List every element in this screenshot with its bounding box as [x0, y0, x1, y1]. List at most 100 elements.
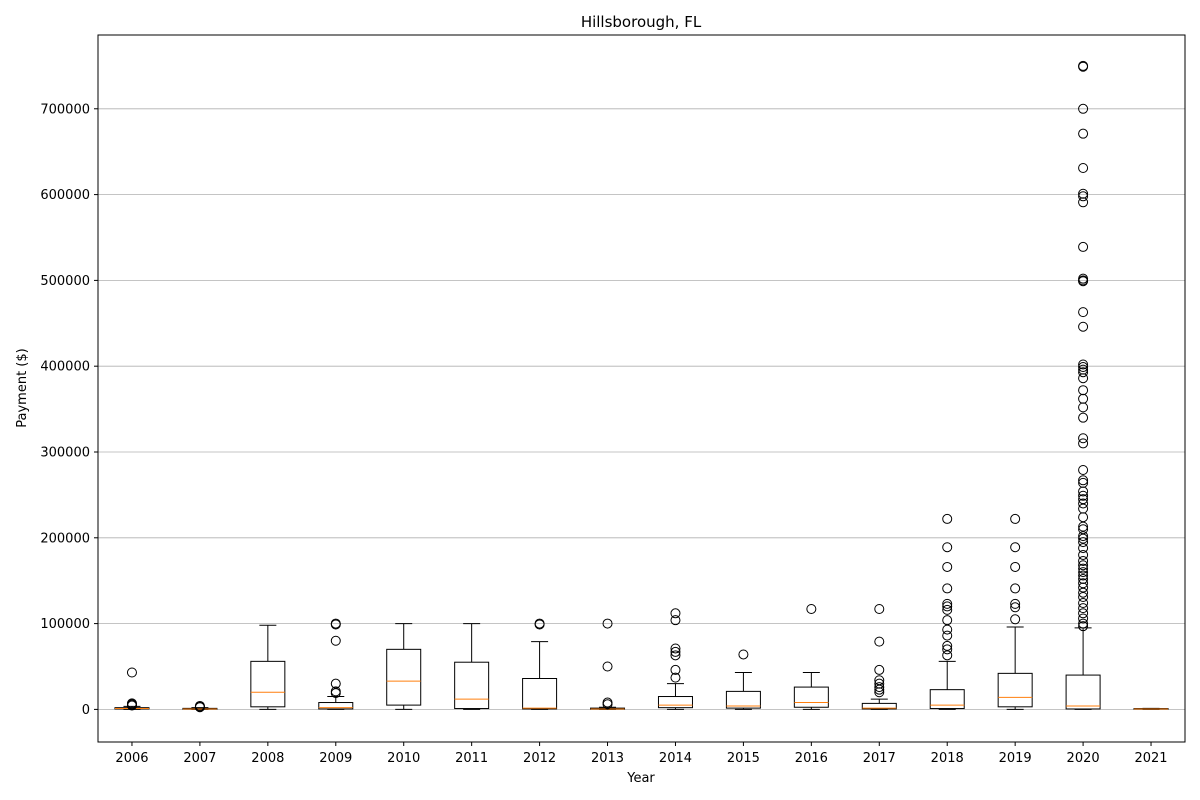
outlier-point	[1078, 241, 1089, 252]
x-tick-label: 2013	[591, 751, 624, 766]
outlier-point	[942, 542, 953, 553]
box-2009	[318, 618, 354, 710]
outlier-point	[874, 687, 885, 698]
iqr-box	[997, 672, 1033, 708]
iqr-box	[522, 678, 558, 710]
iqr-box	[725, 690, 761, 709]
iqr-box	[861, 702, 897, 710]
outlier-point	[1078, 512, 1089, 523]
iqr-box	[929, 689, 965, 710]
outlier-point	[942, 601, 953, 612]
iqr-box	[1065, 674, 1101, 710]
box-2007	[182, 700, 218, 713]
outlier-point	[942, 583, 953, 594]
outlier-point	[1078, 465, 1089, 476]
outlier-point	[1078, 367, 1089, 378]
outlier-point	[534, 619, 545, 630]
outlier-point	[1078, 103, 1089, 114]
box-2013	[590, 618, 626, 710]
outlier-point	[670, 615, 681, 626]
outlier-point	[942, 630, 953, 641]
outlier-point	[670, 672, 681, 683]
outlier-point	[942, 644, 953, 655]
outlier-point	[1078, 537, 1089, 548]
x-tick-label: 2018	[931, 751, 964, 766]
x-axis-ticks: 2006 2007 2008 2009 2010 2011 2012 2013 2014 2015…	[115, 742, 1168, 766]
outlier-point	[670, 646, 681, 657]
outlier-point	[1078, 307, 1089, 318]
outlier-point	[1010, 598, 1021, 609]
outlier-point	[942, 604, 953, 615]
iqr-box	[250, 660, 286, 708]
box-2017	[861, 604, 897, 710]
outlier-point	[1078, 587, 1089, 598]
outlier-point	[1078, 490, 1089, 501]
y-tick-label: 300000	[40, 445, 90, 460]
box-2021	[1133, 707, 1169, 710]
outlier-point	[1078, 162, 1089, 173]
box-2010	[386, 623, 422, 710]
outlier-point	[1078, 475, 1089, 486]
y-tick-label: 200000	[40, 531, 90, 546]
outlier-point	[738, 649, 749, 660]
outlier-point	[1078, 438, 1089, 449]
box-2015	[725, 649, 761, 710]
y-tick-label: 0	[82, 703, 90, 718]
outlier-point	[1078, 549, 1089, 560]
boxes	[114, 60, 1169, 713]
gridlines	[98, 108, 1185, 710]
outlier-point	[1078, 486, 1089, 497]
box-2006	[114, 667, 150, 711]
y-tick-label: 700000	[40, 102, 90, 117]
box-2020	[1065, 60, 1101, 710]
y-axis-label: Payment ($)	[15, 348, 30, 427]
y-tick-label: 400000	[40, 360, 90, 375]
outlier-point	[1078, 128, 1089, 139]
outlier-point	[1078, 598, 1089, 609]
outlier-point	[670, 608, 681, 619]
outlier-point	[874, 664, 885, 675]
outlier-point	[874, 684, 885, 695]
y-axis-ticks: 0 100000 200000 300000 400000 500000 600000 700…	[40, 102, 98, 718]
iqr-box	[318, 702, 354, 710]
chart-title: Hillsborough, FL	[581, 13, 702, 31]
outlier-point	[1010, 602, 1021, 613]
outlier-point	[874, 636, 885, 647]
outlier-point	[874, 682, 885, 693]
outlier-point	[1078, 570, 1089, 581]
outlier-point	[1078, 563, 1089, 574]
outlier-point	[1078, 393, 1089, 404]
x-tick-label: 2008	[251, 751, 284, 766]
outlier-point	[942, 624, 953, 635]
outlier-point	[1078, 412, 1089, 423]
box-2019	[997, 513, 1033, 710]
outlier-point	[330, 688, 341, 699]
x-tick-label: 2010	[387, 751, 420, 766]
outlier-point	[126, 700, 137, 711]
outlier-point	[1078, 359, 1089, 370]
outlier-point	[1078, 503, 1089, 514]
outlier-point	[1078, 567, 1089, 578]
outlier-point	[1078, 591, 1089, 602]
outlier-point	[1010, 513, 1021, 524]
outlier-point	[1078, 555, 1089, 566]
outlier-point	[1078, 197, 1089, 208]
outlier-point	[1078, 433, 1089, 444]
outlier-point	[1078, 608, 1089, 619]
outlier-point	[330, 635, 341, 646]
outlier-point	[874, 604, 885, 615]
x-tick-label: 2012	[523, 751, 556, 766]
outlier-point	[602, 618, 613, 629]
outlier-point	[1078, 385, 1089, 396]
box-2012	[522, 618, 558, 710]
iqr-box	[454, 661, 490, 710]
x-tick-label: 2020	[1067, 751, 1100, 766]
box-2011	[454, 623, 490, 710]
outlier-point	[942, 598, 953, 609]
outlier-point	[1078, 618, 1089, 629]
y-tick-label: 500000	[40, 274, 90, 289]
x-tick-label: 2019	[999, 751, 1032, 766]
iqr-box	[386, 648, 422, 706]
iqr-box	[657, 696, 693, 709]
